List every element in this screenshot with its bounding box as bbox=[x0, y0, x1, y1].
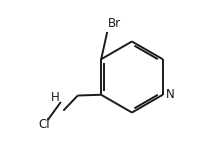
Text: Br: Br bbox=[108, 17, 121, 30]
Text: Cl: Cl bbox=[38, 118, 50, 131]
Text: H: H bbox=[50, 91, 59, 104]
Text: N: N bbox=[166, 88, 175, 101]
